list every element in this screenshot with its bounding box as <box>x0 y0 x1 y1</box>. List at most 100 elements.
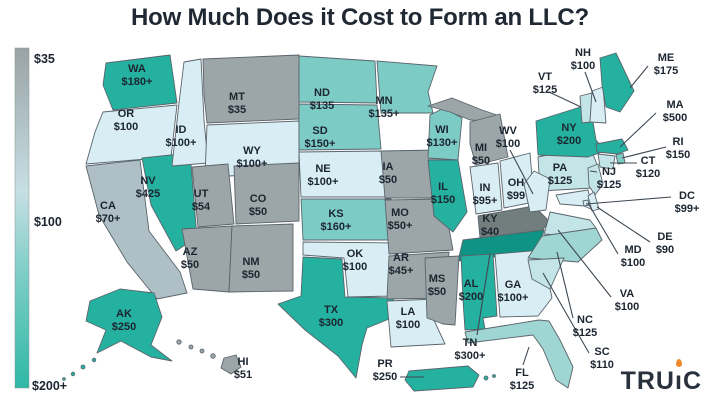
state-label-pa: PA $125 <box>548 162 572 187</box>
state-de <box>587 191 600 212</box>
leader-line-md <box>587 202 619 255</box>
leader-line-ri <box>621 146 667 159</box>
pr-islet <box>483 375 489 381</box>
leader-line-de <box>596 206 651 243</box>
state-pr <box>404 365 480 392</box>
state-label-or: OR $100 <box>114 108 138 133</box>
leader-line-nc <box>556 251 574 319</box>
state-label-de: DE $90 <box>656 231 674 256</box>
state-label-ri: RI $150 <box>666 136 690 161</box>
state-label-ct: CT $120 <box>636 155 660 180</box>
state-nm <box>228 223 294 293</box>
ak-aleutian-island <box>91 357 97 363</box>
page-title: How Much Does it Cost to Form an LLC? <box>131 4 589 31</box>
state-label-in: IN $95+ <box>473 182 498 207</box>
state-label-wa: WA $180+ <box>122 63 153 88</box>
state-label-mt: MT $35 <box>228 91 246 116</box>
leader-line-tn <box>476 253 491 336</box>
truic-logo: TRU ı C <box>621 359 702 396</box>
state-tx <box>277 256 395 379</box>
hi-island <box>199 348 205 354</box>
state-ma <box>595 138 629 155</box>
state-ks <box>300 198 396 241</box>
leader-line-sc <box>542 272 590 354</box>
state-label-ia: IA $50 <box>379 161 397 186</box>
state-label-nv: NV $425 <box>136 175 160 200</box>
state-label-hi: HI $51 <box>234 356 252 381</box>
state-ak <box>85 288 173 362</box>
state-al <box>460 253 498 331</box>
state-label-ar: AR $45+ <box>389 252 414 277</box>
state-label-wv: WV $100 <box>496 125 520 150</box>
state-label-il: IL $150 <box>431 181 455 206</box>
state-label-mn: MN $135+ <box>369 95 400 120</box>
ak-aleutian-island <box>80 364 86 370</box>
pr-islet <box>492 374 496 378</box>
leader-lines-layer <box>400 65 672 378</box>
ak-aleutian-island <box>70 371 76 377</box>
state-label-id: ID $100+ <box>166 124 197 149</box>
state-label-nj: NJ $125 <box>597 166 621 191</box>
hi-island <box>210 353 216 359</box>
state-label-pr: PR $250 <box>373 358 397 383</box>
state-label-nd: ND $135 <box>310 87 334 112</box>
state-label-la: LA $100 <box>396 306 420 331</box>
state-label-nc: NC $125 <box>573 314 597 339</box>
legend-gradient-bar <box>14 47 30 389</box>
state-label-wi: WI $130+ <box>427 124 458 149</box>
state-mi <box>469 113 509 166</box>
state-label-al: AL $200 <box>459 278 483 303</box>
state-label-ut: UT $54 <box>192 188 211 213</box>
state-nd <box>298 55 378 104</box>
state-label-ma: MA $500 <box>663 99 687 124</box>
hi-island <box>188 344 194 350</box>
state-label-tn: TN $300+ <box>455 337 486 362</box>
state-id <box>171 58 209 167</box>
leader-line-dc <box>585 196 672 205</box>
state-ct <box>597 153 616 170</box>
state-label-md: MD $100 <box>621 244 645 269</box>
leader-line-me <box>629 65 649 89</box>
logo-text-i: ı <box>674 367 683 395</box>
state-ri <box>615 152 626 165</box>
state-co <box>233 162 300 225</box>
ak-aleutian-island <box>62 377 66 381</box>
state-wa <box>102 54 178 111</box>
state-label-oh: OH $99 <box>507 177 525 202</box>
state-mn <box>376 60 438 114</box>
state-wv <box>523 170 551 213</box>
state-label-sd: SD $150+ <box>305 125 336 150</box>
state-label-mi: MI $50 <box>472 142 490 167</box>
leader-line-vt <box>548 91 582 108</box>
state-label-nm: NM $50 <box>242 256 260 281</box>
legend-min-label: $35 <box>34 52 55 66</box>
state-label-fl: FL $125 <box>510 367 534 392</box>
hi-island <box>176 339 182 345</box>
legend-max-label: $200+ <box>32 379 67 393</box>
state-ut <box>191 163 235 228</box>
leader-line-wv <box>509 149 534 195</box>
logo-text-c: C <box>682 367 702 395</box>
state-ms <box>424 255 460 326</box>
leader-line-fl <box>522 346 530 366</box>
state-label-mo: MO $50+ <box>388 207 413 232</box>
state-sd <box>298 103 382 151</box>
state-label-ne: NE $100+ <box>308 163 339 188</box>
state-ca <box>85 159 188 300</box>
state-ky <box>477 205 550 239</box>
state-sc <box>527 257 565 290</box>
state-mt <box>202 54 300 124</box>
state-in <box>469 162 503 215</box>
state-label-dc: DC $99+ <box>675 190 700 215</box>
flame-icon <box>675 359 682 367</box>
state-me <box>599 52 635 113</box>
state-label-ms: MS $50 <box>428 273 446 298</box>
state-label-ak: AK $250 <box>112 308 136 333</box>
state-label-ok: OK $100 <box>343 248 367 273</box>
leader-line-nh <box>584 71 597 103</box>
legend-mid-label: $100 <box>34 215 62 229</box>
state-label-tx: TX $300 <box>319 304 343 329</box>
state-label-ca: CA $70+ <box>96 200 121 225</box>
state-label-co: CO $50 <box>249 193 267 218</box>
